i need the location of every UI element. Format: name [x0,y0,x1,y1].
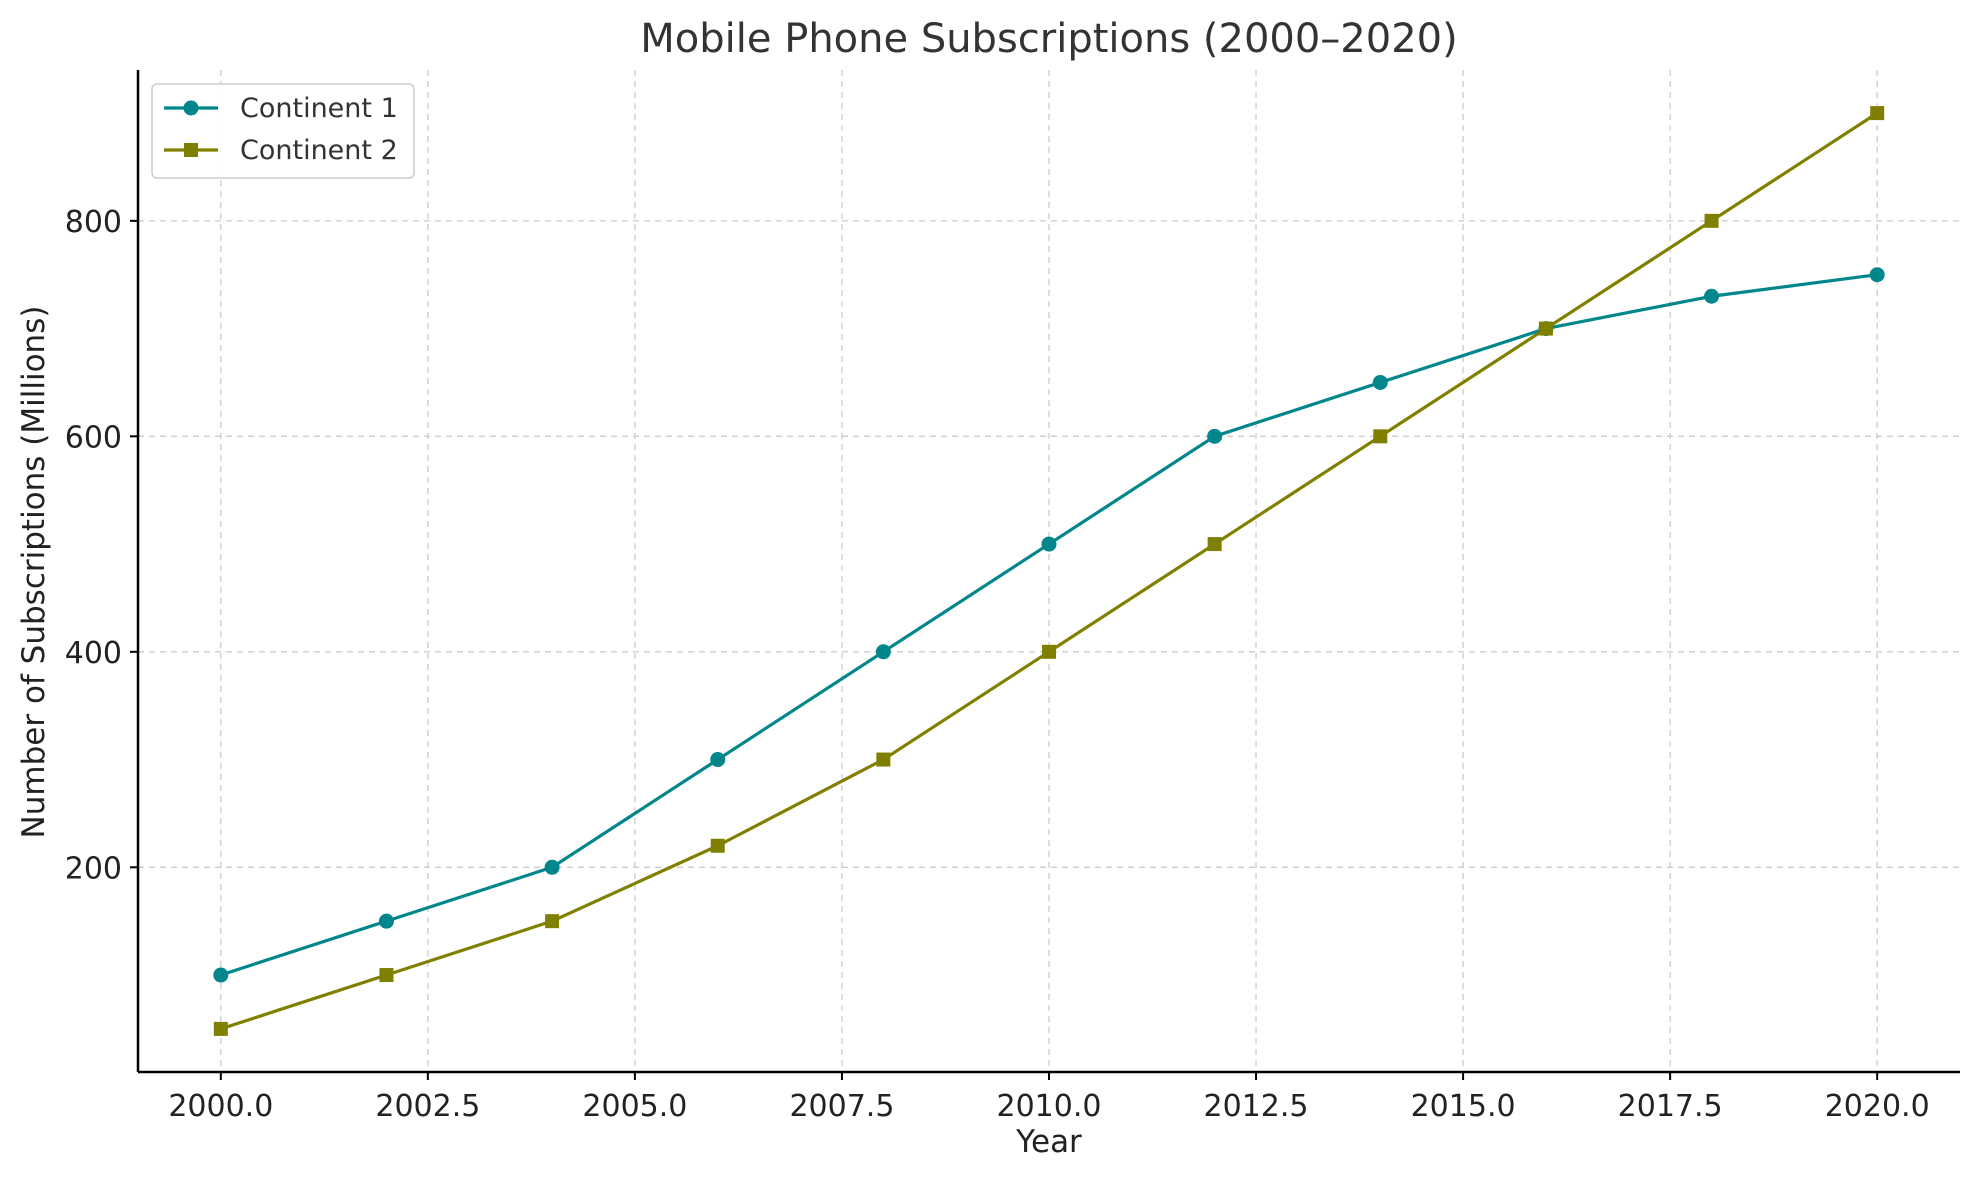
legend-label: Continent 2 [240,135,398,166]
legend: Continent 1 Continent 2 [151,83,415,179]
tick-labels: 2000.0 2002.5 2005.0 2007.5 2010.0 2012.5 2015… [65,205,1930,1124]
x-tick-label: 2000.0 [168,1089,273,1124]
data-point [545,914,560,929]
data-point [379,968,394,983]
data-point [1538,321,1553,336]
data-point [1373,429,1388,444]
data-point [1207,428,1223,444]
x-tick-label: 2010.0 [997,1089,1102,1124]
data-point [1042,644,1056,659]
x-tick-label: 2017.5 [1618,1089,1723,1124]
x-tick-label: 2015.0 [1411,1089,1516,1124]
data-point [876,752,891,767]
y-tick-label: 200 [65,851,122,886]
data-point [710,752,726,768]
x-tick-label: 2002.5 [375,1089,480,1124]
data-point [1704,288,1720,304]
data-point [1041,536,1057,552]
y-tick-label: 600 [65,420,122,455]
data-point [710,838,725,853]
legend-marker [184,143,198,157]
x-tick-label: 2007.5 [789,1089,894,1124]
legend-item: Continent 1 [164,93,398,124]
x-tick-label: 2012.5 [1204,1089,1309,1124]
data-point [1704,213,1719,228]
x-tick-label: 2005.0 [582,1089,687,1124]
series-lines [213,106,1885,1036]
data-point [378,913,394,929]
x-tick-label: 2020.0 [1825,1089,1930,1124]
data-point [1869,267,1885,283]
data-point [544,859,560,875]
data-point [1870,106,1885,121]
data-point [213,1021,228,1036]
y-tick-label: 400 [65,636,122,671]
series-2 [213,106,1885,1036]
grid [138,70,1960,1072]
x-axis-label: Year [1015,1124,1082,1160]
y-tick-label: 800 [65,205,122,240]
legend-item: Continent 2 [164,135,398,166]
legend-marker [183,100,199,116]
data-point [213,967,229,983]
data-point [1372,374,1388,390]
legend-label: Continent 1 [240,93,398,124]
chart-title: Mobile Phone Subscriptions (2000–2020) [640,16,1457,62]
data-point [875,644,891,660]
data-point [1207,537,1222,552]
y-axis-label: Number of Subscriptions (Millions) [16,306,52,839]
